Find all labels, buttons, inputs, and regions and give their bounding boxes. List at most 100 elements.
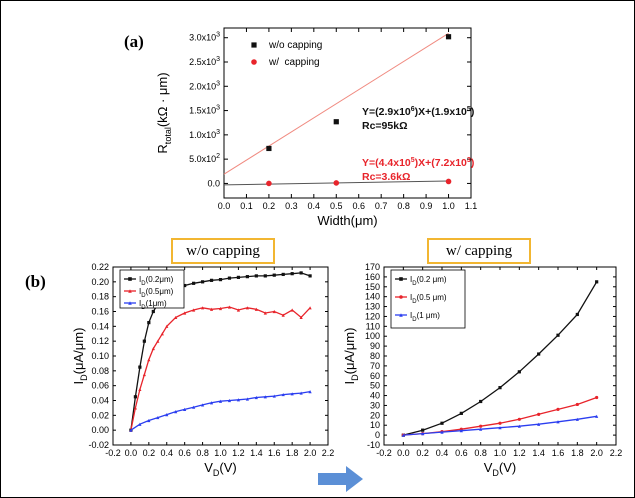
bl-legend-marker xyxy=(128,289,132,293)
br-y-tick-label: 30 xyxy=(370,400,380,410)
bl-series-point xyxy=(236,308,241,312)
br-legend-label: ID(0.5 μm) xyxy=(410,293,447,305)
a-y-tick-label: 0.0 xyxy=(207,178,220,188)
a-x-tick-label: 0.6 xyxy=(352,201,365,211)
bl-series-point xyxy=(138,422,142,426)
br-y-tick-label: 60 xyxy=(370,371,380,381)
bl-y-axis-label: ID(μA/μm) xyxy=(71,328,89,385)
bl-y-tick-label: 0.22 xyxy=(91,262,109,272)
br-series-point xyxy=(459,411,463,415)
bl-series-point xyxy=(263,311,267,315)
bl-series-point xyxy=(138,365,142,369)
bl-series-point xyxy=(245,306,249,310)
bl-x-tick-label: 1.2 xyxy=(232,448,245,458)
arrow-icon xyxy=(318,466,363,492)
bl-y-tick-label: 0.18 xyxy=(91,292,109,302)
a-x-tick-label: 1.0 xyxy=(442,201,455,211)
panel-letter-a: (a) xyxy=(124,32,144,51)
bl-series-point xyxy=(308,390,312,394)
bl-series-point xyxy=(151,309,155,314)
a-legend-label: w/o capping xyxy=(268,40,322,51)
br-y-axis-label: ID(μA/μm) xyxy=(342,328,360,385)
br-x-tick-label: 2.2 xyxy=(610,448,623,458)
br-series-point xyxy=(595,414,599,418)
br-series-point xyxy=(421,428,425,432)
bl-series-point xyxy=(174,315,178,320)
bl-series-point xyxy=(272,309,276,314)
br-y-tick-label: 90 xyxy=(370,341,380,351)
br-series-point xyxy=(498,426,502,430)
br-series-point xyxy=(440,421,444,425)
bl-series-point xyxy=(299,315,303,320)
bl-series-point xyxy=(263,274,267,278)
a-x-axis-label: Width(μm) xyxy=(317,213,377,228)
br-series-point xyxy=(537,352,541,356)
bl-x-tick-label: 1.0 xyxy=(214,448,227,458)
bl-series-point xyxy=(200,280,205,284)
br-series-point xyxy=(517,370,521,374)
bl-series-point xyxy=(133,395,137,399)
bl-y-tick-label: 0.06 xyxy=(91,381,109,391)
br-series-point xyxy=(479,399,483,404)
br-series-point xyxy=(479,424,483,428)
br-y-tick-label: 140 xyxy=(365,292,380,302)
bl-series-point xyxy=(236,398,241,402)
br-y-tick-label: 130 xyxy=(365,302,380,312)
br-x-axis-label: VD(V) xyxy=(484,460,517,478)
bl-legend-marker xyxy=(128,277,132,281)
a-x-tick-label: 0.7 xyxy=(375,201,388,211)
bl-series-point xyxy=(165,412,169,417)
br-x-tick-label: 1.6 xyxy=(552,448,565,458)
bl-series-point xyxy=(218,306,223,311)
bl-y-tick-label: 0.04 xyxy=(91,396,109,406)
bl-x-tick-label: 2.0 xyxy=(304,448,317,458)
panel-letter-b: (b) xyxy=(25,272,46,291)
br-legend-marker xyxy=(399,277,403,281)
bl-series-point xyxy=(192,405,196,409)
bl-series-point xyxy=(174,410,178,414)
br-x-tick-label: 0.2 xyxy=(416,448,429,458)
bl-series-point xyxy=(308,274,312,278)
bl-series-point xyxy=(290,308,294,312)
bl-series-point xyxy=(209,307,214,311)
br-series-point xyxy=(595,280,599,284)
bl-legend-label: ID(0.5μm) xyxy=(139,287,174,299)
a-y-axis-label: Rtotal(kΩ · μm) xyxy=(155,72,173,153)
a-point xyxy=(266,145,272,152)
bl-y-tick-label: 0.12 xyxy=(91,336,109,346)
br-y-tick-label: 170 xyxy=(365,262,380,272)
a-fit-line xyxy=(223,32,449,175)
chart-b-right: -0.2 0.0 0.2 0.4 0.6 0.8 1.0 1.2 1.4 1.6 1.8 2.0 2.2… xyxy=(342,262,623,478)
bl-legend-label: ID(0.2μm) xyxy=(139,275,174,287)
br-series-point xyxy=(575,417,579,421)
bl-series-point xyxy=(151,346,155,351)
br-y-tick-label: 70 xyxy=(370,361,380,371)
bl-series-point xyxy=(183,407,187,411)
bl-y-tick-label: 0.16 xyxy=(91,307,109,317)
title-without-capping: w/o capping xyxy=(171,238,275,264)
a-y-tick-label: 1.0x103 xyxy=(189,129,220,140)
br-series-point xyxy=(517,417,521,421)
bl-x-tick-label: 1.4 xyxy=(250,448,263,458)
bl-legend-marker xyxy=(128,301,132,305)
br-legend-label: ID(0.2 μm) xyxy=(410,275,447,287)
br-x-tick-label: 1.8 xyxy=(571,448,584,458)
a-x-tick-label: 0.1 xyxy=(240,201,253,211)
bl-y-tick-label: 0.02 xyxy=(91,410,109,420)
br-y-tick-label: 40 xyxy=(370,391,380,401)
bl-x-tick-label: 0.0 xyxy=(125,448,138,458)
br-series-point xyxy=(575,312,579,317)
bl-series-point xyxy=(299,271,303,275)
bl-series-point xyxy=(192,281,196,285)
bl-x-tick-label: -0.2 xyxy=(105,448,121,458)
bl-series-point xyxy=(254,274,258,278)
bl-series-point xyxy=(183,311,187,315)
a-point xyxy=(266,180,272,187)
br-series-point xyxy=(575,402,579,407)
br-series-point xyxy=(479,427,483,431)
a-legend-marker xyxy=(251,59,257,65)
br-x-tick-label: 2.0 xyxy=(590,448,603,458)
chart-b-left: -0.2 0.0 0.2 0.4 0.6 0.8 1.0 1.2 1.4 1.6 1.8 2.0 2.2… xyxy=(71,262,334,478)
bl-legend-box xyxy=(119,269,185,309)
